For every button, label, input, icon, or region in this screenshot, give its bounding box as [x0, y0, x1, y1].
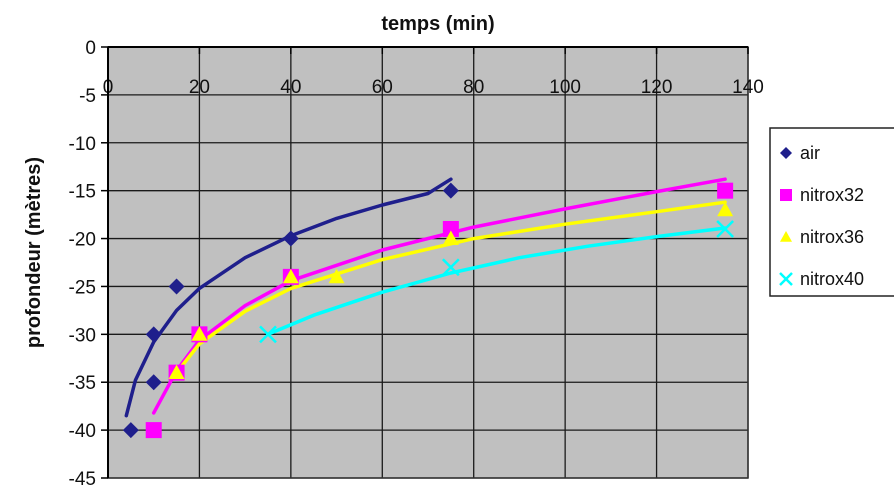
y-tick-label: -15 [69, 182, 96, 203]
plot-area [108, 47, 748, 478]
point-air [145, 326, 162, 343]
markers [122, 182, 735, 439]
x-tick-label: 60 [372, 77, 393, 98]
point-nitrox40 [259, 325, 277, 344]
legend-label-air: air [800, 143, 820, 163]
legend-marker-air [780, 147, 792, 159]
point-nitrox40 [716, 220, 735, 238]
y-tick-label: -35 [69, 373, 96, 394]
y-tick-label: -5 [79, 86, 96, 107]
y-tick-label: 0 [85, 38, 96, 59]
point-nitrox32 [145, 422, 162, 439]
trendline-nitrox40 [266, 226, 727, 337]
x-tick-label: 20 [189, 77, 210, 98]
legend-marker-nitrox40 [779, 272, 793, 286]
point-nitrox36 [191, 326, 208, 341]
axes: 0204060801001201400-5-10-15-20-25-30-35-… [23, 13, 764, 490]
point-air [168, 278, 185, 295]
trendlines [124, 177, 727, 418]
point-nitrox36 [168, 364, 185, 380]
point-air [145, 374, 162, 391]
point-air [442, 182, 459, 199]
y-axis-title: profondeur (mètres) [23, 157, 45, 348]
x-axis-title: temps (min) [381, 13, 494, 35]
legend-label-nitrox40: nitrox40 [800, 269, 864, 289]
legend-marker-nitrox36 [780, 231, 792, 242]
y-tick-label: -10 [69, 134, 96, 155]
x-tick-label: 100 [549, 77, 581, 98]
point-nitrox32 [442, 220, 459, 237]
y-tick-label: -45 [69, 469, 96, 490]
y-tick-label: -20 [69, 230, 96, 251]
point-air [122, 422, 139, 439]
legend-box [769, 127, 894, 297]
y-tick-label: -25 [69, 277, 96, 298]
trendline-nitrox32 [151, 177, 727, 415]
legend-label-nitrox36: nitrox36 [800, 227, 864, 247]
point-nitrox36 [328, 268, 345, 284]
x-tick-label: 120 [641, 77, 673, 98]
point-nitrox36 [717, 201, 734, 217]
legend-label-nitrox32: nitrox32 [800, 185, 864, 205]
y-tick-label: -40 [69, 421, 96, 442]
legend-marker-nitrox32 [780, 189, 792, 201]
x-tick-label: 80 [463, 77, 484, 98]
point-nitrox36 [442, 230, 459, 245]
x-tick-label: 140 [732, 77, 764, 98]
point-nitrox36 [282, 268, 299, 284]
point-nitrox40 [441, 258, 460, 277]
plot-background [108, 47, 748, 478]
legend: air nitrox32 nitrox36 nitrox40 [769, 127, 894, 297]
x-tick-label: 40 [280, 77, 301, 98]
y-tick-label: -30 [69, 325, 96, 346]
point-nitrox32 [717, 182, 734, 199]
trendline-nitrox36 [174, 200, 727, 375]
point-air [282, 230, 299, 247]
trendline-air [124, 177, 453, 418]
